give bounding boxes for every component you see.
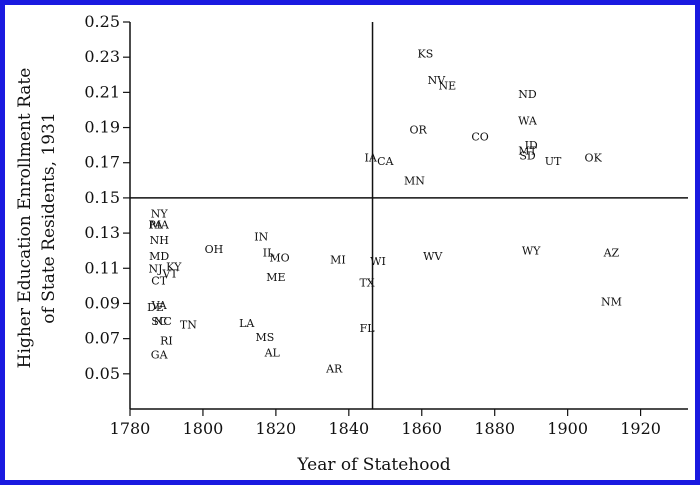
x-tick-label: 1780 (110, 419, 151, 438)
point-label-de: DE (147, 301, 164, 314)
point-label-ma: MA (150, 218, 170, 231)
point-label-la: LA (239, 317, 255, 330)
x-axis-label: Year of Statehood (296, 455, 450, 475)
point-label-wv: WV (423, 250, 443, 263)
point-label-ut: UT (545, 155, 562, 168)
y-tick-label: 0.09 (84, 293, 120, 312)
x-tick-label: 1800 (183, 419, 224, 438)
point-label-me: ME (266, 271, 285, 284)
point-label-az: AZ (603, 246, 620, 259)
y-tick-label: 0.19 (84, 118, 120, 137)
point-label-va: VA (151, 299, 168, 312)
point-label-ky: KY (166, 261, 182, 274)
point-label-pa: PA (148, 218, 163, 231)
point-label-fl: FL (360, 322, 376, 335)
y-tick-label: 0.07 (84, 329, 120, 348)
x-tick-label: 1900 (547, 419, 588, 438)
point-label-wy: WY (522, 245, 541, 258)
point-label-md: MD (149, 250, 169, 263)
point-label-ms: MS (256, 331, 275, 344)
point-label-ny: NY (151, 208, 169, 221)
point-label-ia: IA (365, 151, 378, 164)
point-label-wi: WI (370, 255, 386, 268)
point-label-in: IN (254, 231, 268, 244)
x-tick-label: 1920 (620, 419, 661, 438)
point-label-mt: MT (518, 144, 537, 157)
point-label-ok: OK (585, 151, 603, 164)
y-tick-label: 0.23 (84, 47, 120, 66)
point-label-nv: NV (428, 74, 447, 87)
point-label-il: IL (263, 246, 275, 259)
point-label-ne: NE (438, 79, 456, 92)
y-tick-label: 0.21 (84, 82, 120, 101)
x-tick-label: 1860 (401, 419, 442, 438)
y-tick-label: 0.05 (84, 364, 120, 383)
point-label-tn: TN (180, 319, 197, 332)
y-axis-label-line-1: Higher Education Enrollment Rate (15, 68, 35, 369)
point-label-nd: ND (518, 88, 537, 101)
point-label-co: CO (471, 130, 488, 143)
point-label-wa: WA (518, 115, 538, 128)
point-label-al: AL (264, 347, 281, 360)
x-tick-label: 1840 (328, 419, 369, 438)
x-axis-ticks: 1780 1800 1820 1840 1860 1880 1900 1920 (110, 409, 661, 438)
point-label-nh: NH (150, 234, 169, 247)
x-tick-label: 1820 (256, 419, 297, 438)
point-label-ri: RI (160, 334, 173, 347)
x-tick-label: 1880 (474, 419, 515, 438)
y-tick-label: 0.13 (84, 223, 120, 242)
point-label-sc: SC (151, 315, 167, 328)
point-label-mo: MO (269, 252, 289, 265)
point-label-nm: NM (601, 296, 622, 309)
y-tick-label: 0.17 (84, 153, 120, 172)
y-tick-label: 0.25 (84, 12, 120, 31)
point-label-ct: CT (151, 275, 167, 288)
point-label-ca: CA (377, 155, 394, 168)
point-label-ks: KS (418, 48, 434, 61)
y-axis-label-line-2: of State Residents, 1931 (39, 112, 59, 323)
point-label-nc: NC (154, 315, 172, 328)
point-label-id: ID (525, 139, 538, 152)
point-label-sd: SD (519, 150, 536, 163)
y-tick-label: 0.15 (84, 188, 120, 207)
point-label-nj: NJ (149, 262, 163, 275)
point-label-ga: GA (151, 348, 169, 361)
y-tick-label: 0.11 (84, 258, 120, 277)
point-label-oh: OH (205, 243, 224, 256)
point-label-ar: AR (325, 363, 343, 376)
axes (129, 22, 688, 410)
point-label-or: OR (409, 123, 427, 136)
point-label-tx: TX (359, 276, 374, 289)
point-label-vt: VT (161, 268, 178, 281)
point-label-mi: MI (330, 253, 346, 266)
reference-lines (130, 22, 688, 409)
y-axis-ticks: 0.05 0.07 0.09 0.11 0.13 0.15 0.17 0.19 0.21 0.23… (84, 12, 130, 383)
point-label-mn: MN (404, 174, 425, 187)
